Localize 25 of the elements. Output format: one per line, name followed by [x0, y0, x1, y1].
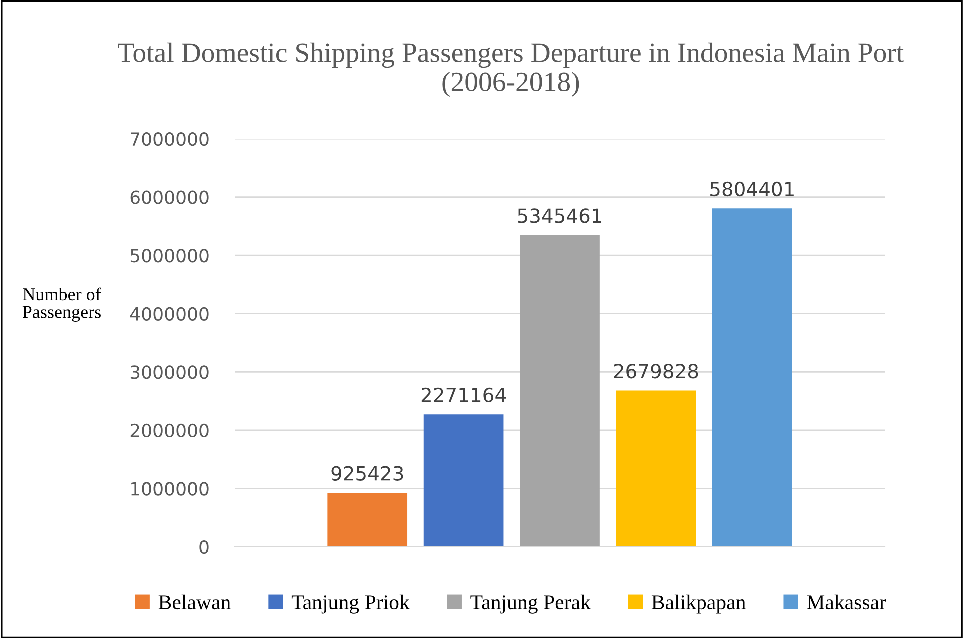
legend-label: Belawan — [158, 594, 231, 610]
y-tick-label: 5000000 — [130, 249, 209, 263]
y-tick-label: 1000000 — [132, 482, 209, 496]
legend-label: Balikpapan — [652, 594, 746, 614]
legend-label: Makassar — [807, 594, 886, 610]
data-label: 5804401 — [710, 182, 794, 197]
y-tick-label: 0 — [200, 540, 209, 554]
data-label: 2271164 — [422, 388, 506, 403]
chart-title: Total Domestic Shipping Passengers Departure in Indonesia Main Port (2006-2018) — [118, 42, 904, 98]
data-label: 925423 — [332, 466, 404, 481]
legend-label: Tanjung Priok — [292, 594, 410, 614]
y-tick-label: 2000000 — [130, 424, 209, 438]
data-label: 2679828 — [614, 364, 698, 379]
bar — [520, 235, 600, 547]
y-axis-title: Number of Passengers — [22, 288, 102, 322]
y-tick-label: 7000000 — [131, 132, 209, 146]
y-tick-label: 3000000 — [130, 366, 209, 380]
data-label: 5345461 — [518, 208, 602, 224]
y-tick-label: 6000000 — [130, 190, 209, 204]
bar — [712, 208, 792, 547]
legend-label: Tanjung Perak — [470, 594, 591, 614]
bar — [616, 390, 696, 547]
bar — [424, 414, 504, 547]
y-tick-label: 4000000 — [130, 307, 209, 321]
bar — [328, 493, 408, 547]
